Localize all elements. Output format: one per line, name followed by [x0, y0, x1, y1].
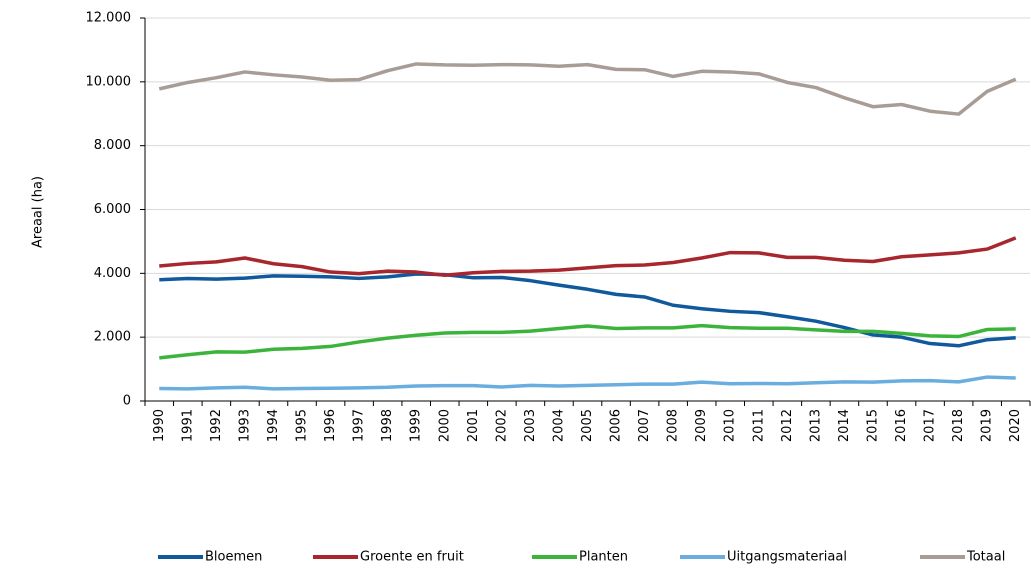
legend-label: Bloemen	[205, 550, 262, 565]
y-tick-label: 12.000	[86, 11, 132, 26]
legend-label: Totaal	[966, 550, 1005, 565]
x-tick-label: 2002	[494, 409, 509, 442]
x-tick-label: 1996	[323, 409, 338, 442]
x-tick-label: 1992	[209, 409, 224, 442]
legend-label: Uitgangsmateriaal	[727, 550, 847, 565]
x-tick-label: 2004	[551, 409, 566, 442]
x-tick-label: 2011	[751, 409, 766, 442]
x-tick-label: 1990	[152, 409, 167, 442]
y-tick-label: 0	[123, 394, 131, 409]
x-tick-label: 2001	[466, 409, 481, 442]
series-line	[159, 236, 1017, 277]
x-tick-label: 1998	[380, 409, 395, 442]
legend-label: Planten	[579, 550, 628, 565]
y-tick-label: 10.000	[86, 74, 132, 89]
x-tick-label: 2016	[894, 409, 909, 442]
y-tick-label: 2.000	[94, 330, 131, 345]
x-tick-label: 2015	[865, 409, 880, 442]
y-tick-label: 4.000	[94, 266, 131, 281]
x-tick-label: 2019	[980, 409, 995, 442]
x-tick-label: 2005	[580, 409, 595, 442]
x-tick-label: 1993	[237, 409, 252, 442]
series-line	[158, 62, 1017, 116]
x-tick-label: 2020	[1008, 409, 1023, 442]
x-tick-label: 1995	[295, 409, 310, 442]
x-tick-label: 2007	[637, 409, 652, 442]
x-tick-label: 1999	[409, 409, 424, 442]
series-line	[159, 323, 1016, 360]
x-tick-label: 2013	[808, 409, 823, 442]
series-line	[159, 272, 1016, 348]
x-tick-label: 2008	[666, 409, 681, 442]
y-tick-label: 8.000	[94, 138, 131, 153]
x-tick-label: 2000	[437, 409, 452, 442]
x-tick-label: 2017	[923, 409, 938, 442]
x-tick-label: 2006	[609, 409, 624, 442]
x-tick-label: 2009	[694, 409, 709, 442]
series-line	[159, 375, 1016, 391]
x-tick-label: 2012	[780, 409, 795, 442]
x-tick-label: 2018	[951, 409, 966, 442]
y-tick-label: 6.000	[94, 202, 131, 217]
x-tick-label: 2010	[723, 409, 738, 442]
x-tick-label: 1991	[180, 409, 195, 442]
x-tick-label: 1997	[352, 409, 367, 442]
x-tick-label: 2003	[523, 409, 538, 442]
x-tick-label: 2014	[837, 409, 852, 442]
legend-label: Groente en fruit	[360, 550, 464, 565]
x-tick-label: 1994	[266, 409, 281, 442]
y-axis-label: Areaal (ha)	[31, 176, 46, 248]
